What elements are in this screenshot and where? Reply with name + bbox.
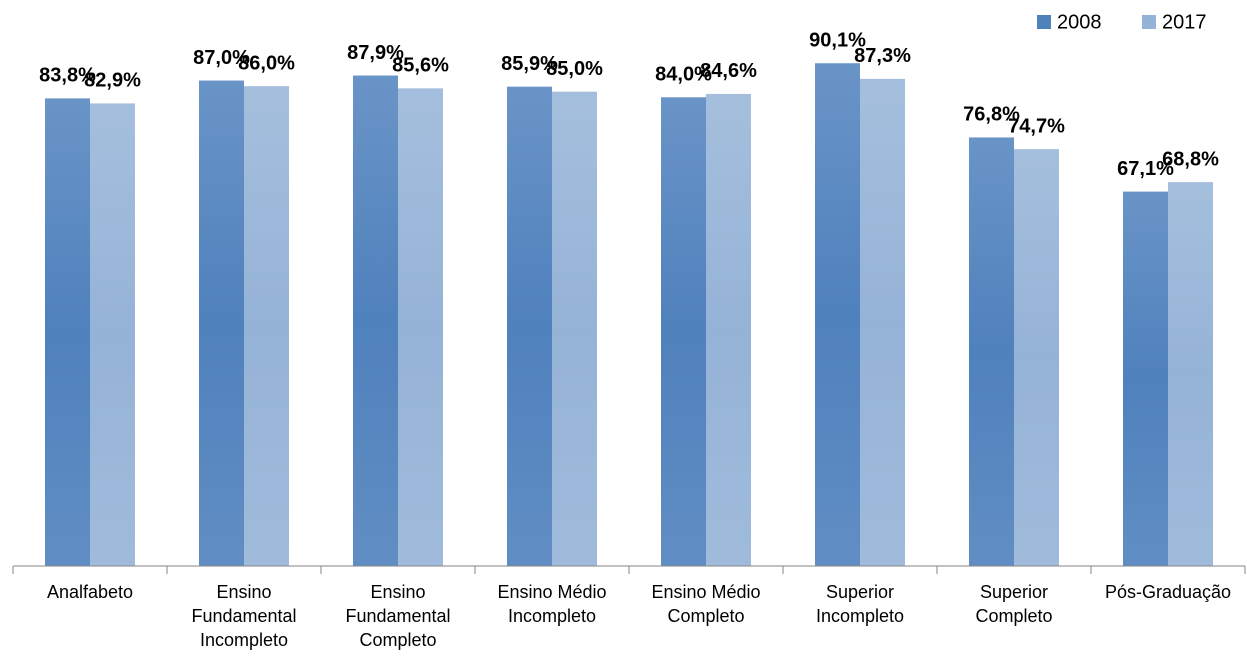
- bar: [353, 75, 398, 566]
- bar: [552, 91, 597, 566]
- value-label: 85,9%: [501, 53, 558, 75]
- value-label: 67,1%: [1117, 158, 1174, 180]
- value-label: 85,0%: [546, 58, 603, 80]
- x-tick-label: Superior Incompleto: [815, 582, 905, 626]
- bar: [706, 93, 751, 566]
- bar: [815, 63, 860, 566]
- x-tick-label: Ensino Fundamental Incompleto: [191, 582, 297, 650]
- value-label: 76,8%: [963, 104, 1020, 126]
- bar: [199, 80, 244, 566]
- value-label: 84,0%: [655, 64, 712, 86]
- x-tick-label: Analfabeto: [46, 582, 134, 602]
- bar: [45, 98, 90, 567]
- bar: [90, 103, 135, 566]
- bar: [860, 78, 905, 566]
- value-label: 90,1%: [809, 30, 866, 52]
- bar: [1168, 182, 1213, 566]
- x-tick-label: Pós-Graduação: [1104, 582, 1232, 602]
- bar: [507, 86, 552, 566]
- value-label: 68,8%: [1162, 148, 1219, 170]
- value-label: 86,0%: [238, 52, 295, 74]
- value-label: 87,9%: [347, 42, 404, 64]
- bar: [398, 88, 443, 567]
- value-label: 83,8%: [39, 65, 96, 87]
- bar: [969, 137, 1014, 566]
- value-label: 82,9%: [84, 70, 141, 92]
- x-tick-label: Ensino Fundamental Completo: [345, 582, 451, 650]
- x-tick-label: Ensino Médio Incompleto: [497, 582, 607, 626]
- legend-swatch: [1037, 15, 1051, 29]
- x-tick-label: Superior Completo: [975, 582, 1053, 626]
- bar: [661, 97, 706, 566]
- value-label: 85,6%: [392, 55, 449, 77]
- x-tick-label: Ensino Médio Completo: [651, 582, 761, 626]
- legend-label: 2008: [1057, 11, 1102, 33]
- bar: [1123, 191, 1168, 566]
- bar: [1014, 149, 1059, 566]
- value-label: 74,7%: [1008, 115, 1065, 137]
- value-label: 84,6%: [700, 60, 757, 82]
- bar: [244, 86, 289, 567]
- value-label: 87,0%: [193, 47, 250, 69]
- value-label: 87,3%: [854, 45, 911, 67]
- legend-label: 2017: [1162, 11, 1207, 33]
- legend-swatch: [1142, 15, 1156, 29]
